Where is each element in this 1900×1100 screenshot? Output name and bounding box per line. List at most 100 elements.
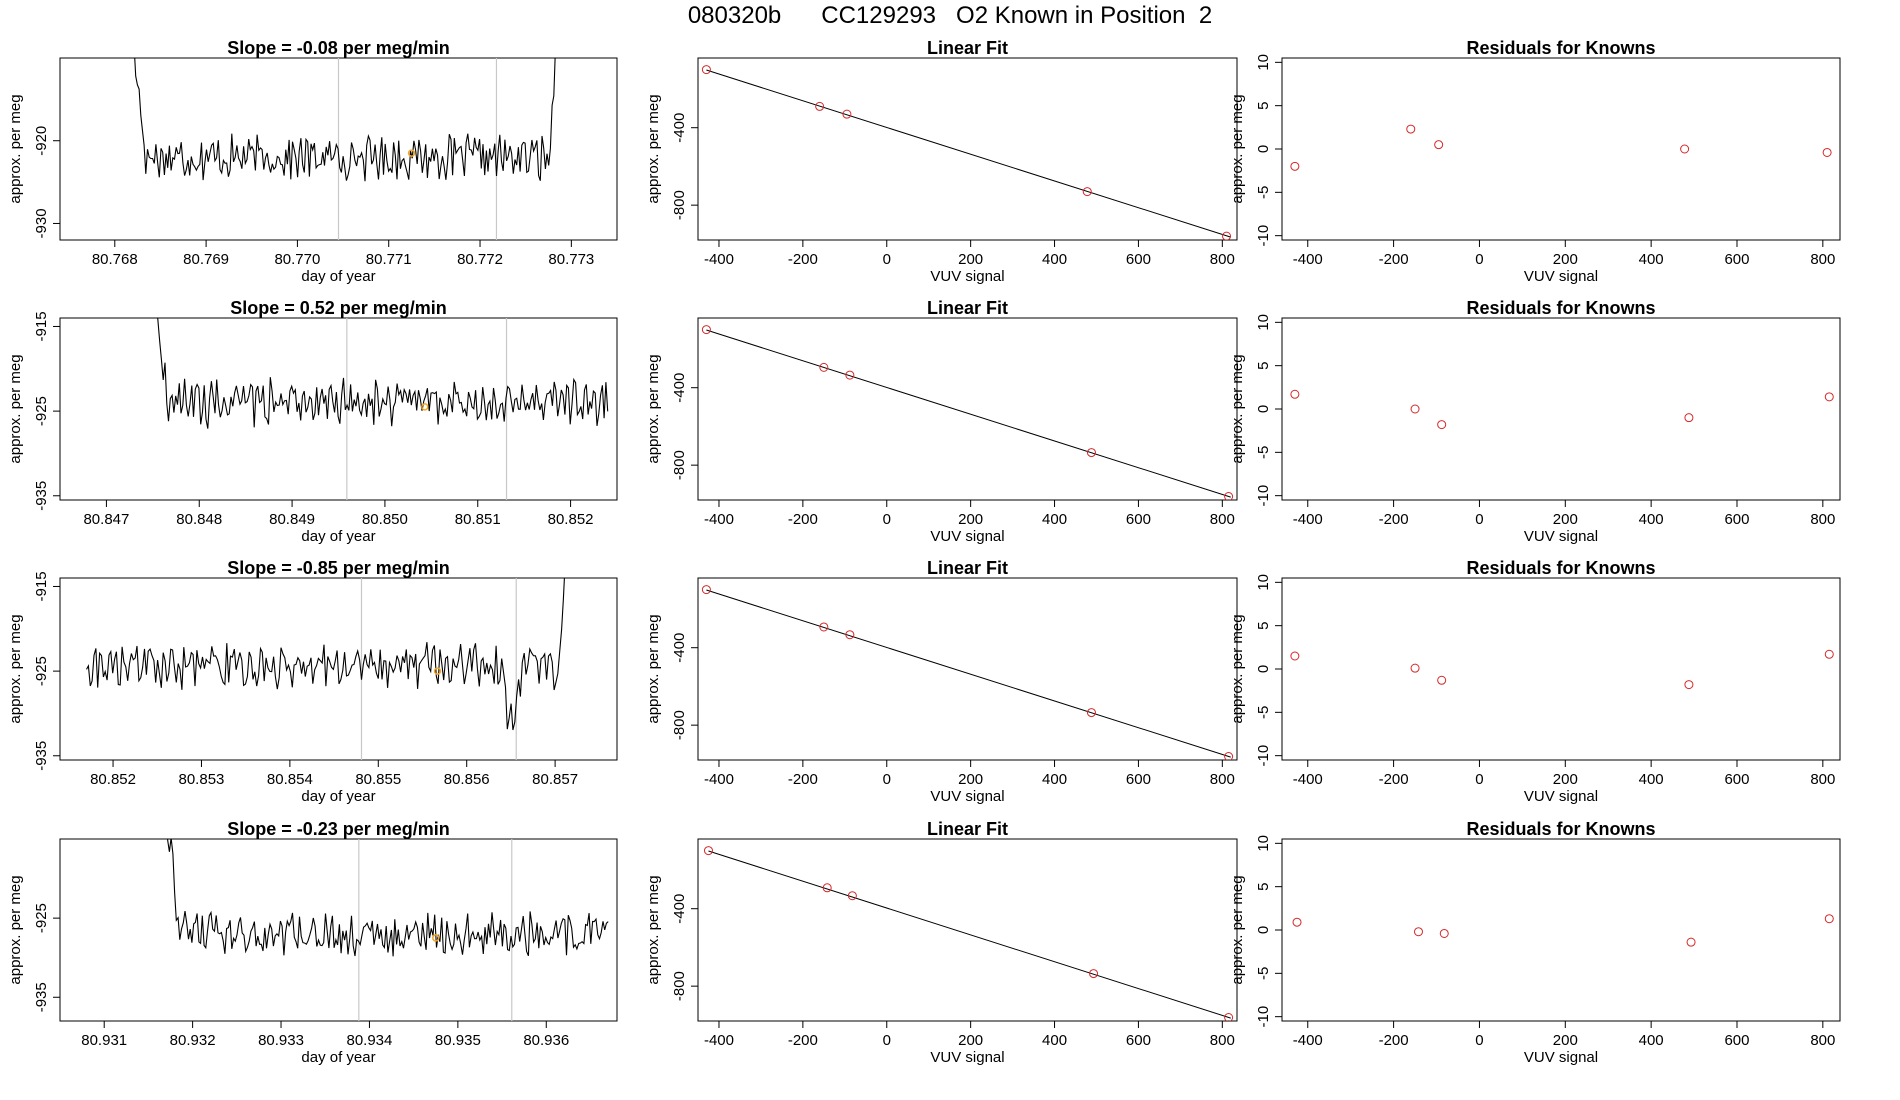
plot-frame [1281, 838, 1841, 1022]
x-tick-label: 200 [1553, 511, 1578, 528]
x-tick-label: 80.849 [269, 511, 315, 528]
x-tick-label: 200 [958, 251, 983, 268]
y-tick-label: -5 [1255, 967, 1272, 980]
data-point [1292, 917, 1302, 927]
y-tick-label: -935 [33, 481, 50, 511]
y-tick-label: 10 [1255, 835, 1272, 852]
y-tick-label: 0 [1255, 665, 1272, 673]
x-tick-label: 800 [1210, 251, 1235, 268]
plot-area [701, 325, 1234, 500]
x-tick-label: 600 [1724, 1032, 1749, 1049]
x-tick-label: 200 [958, 511, 983, 528]
data-point [1437, 420, 1447, 430]
x-axis-label: VUV signal [1524, 788, 1598, 805]
page-title: 080320b CC129293 O2 Known in Position 2 [687, 2, 1213, 29]
plot-area [134, 58, 556, 240]
y-tick-label: -5 [1255, 446, 1272, 459]
data-point [1824, 392, 1834, 402]
x-tick-label: 400 [1639, 1032, 1664, 1049]
x-tick-label: -200 [1379, 771, 1409, 788]
y-axis-label: approx. per meg [645, 875, 662, 984]
x-tick-label: 80.933 [258, 1032, 304, 1049]
panel-title: Linear Fit [927, 298, 1008, 318]
x-tick-label: 200 [1553, 251, 1578, 268]
data-point [847, 891, 857, 901]
highlight-point [433, 667, 442, 675]
plot-area [1292, 914, 1834, 947]
y-axis-label: approx. per meg [7, 875, 24, 984]
data-point [1437, 675, 1447, 685]
data-point [701, 325, 711, 335]
data-point [701, 65, 711, 75]
x-tick-label: 600 [1126, 251, 1151, 268]
panel-time-series-row-1: Slope = -0.08 per meg/min 80.768 80.769 80.… [7, 38, 618, 285]
y-tick-label: -10 [1255, 1006, 1272, 1028]
x-tick-label: 80.856 [444, 771, 490, 788]
panel-time-series-row-2: Slope = 0.52 per meg/min 80.847 80.848 80.8… [7, 298, 618, 545]
panel-title: Slope = -0.23 per meg/min [227, 819, 450, 839]
panel-time-series-row-4: Slope = -0.23 per meg/min 80.931 80.932 80.… [7, 819, 618, 1066]
y-tick-label: 10 [1255, 314, 1272, 331]
plot-frame [59, 317, 618, 501]
x-tick-label: -400 [704, 1032, 734, 1049]
data-point [703, 846, 713, 856]
data-point [819, 362, 829, 372]
x-tick-label: 400 [1042, 511, 1067, 528]
x-tick-label: -200 [1379, 1032, 1409, 1049]
plot-area [701, 65, 1232, 240]
y-tick-label: 5 [1255, 882, 1272, 890]
data-point [1410, 663, 1420, 673]
data-point [1434, 140, 1444, 150]
data-point [822, 883, 832, 893]
y-axis-label: approx. per meg [7, 614, 24, 723]
y-tick-label: -930 [33, 208, 50, 238]
y-tick-label: 0 [1255, 405, 1272, 413]
plot-area [1290, 649, 1834, 690]
x-tick-label: 600 [1724, 251, 1749, 268]
x-axis-label: day of year [301, 268, 375, 285]
x-tick-label: 80.771 [366, 251, 412, 268]
x-tick-label: -400 [1293, 771, 1323, 788]
y-tick-label: -800 [671, 450, 688, 480]
y-tick-label: -800 [671, 971, 688, 1001]
y-tick-label: -400 [671, 894, 688, 924]
data-point [819, 622, 829, 632]
plot-frame [1281, 577, 1841, 761]
y-tick-label: -925 [33, 656, 50, 686]
x-tick-label: 80.848 [176, 511, 222, 528]
data-point [845, 370, 855, 380]
x-tick-label: 80.850 [362, 511, 408, 528]
x-tick-label: 80.769 [183, 251, 229, 268]
panel-residuals-row-2: Residuals for Knowns -400 -200 0 200 400 600 80… [1229, 298, 1841, 545]
highlight-point [432, 934, 440, 942]
plot-frame [697, 57, 1238, 241]
plot-frame [697, 317, 1238, 501]
x-tick-label: 600 [1724, 511, 1749, 528]
x-tick-label: 200 [1553, 1032, 1578, 1049]
y-tick-label: -915 [33, 571, 50, 601]
x-tick-label: 400 [1639, 511, 1664, 528]
y-tick-label: -800 [671, 190, 688, 220]
panel-title: Linear Fit [927, 558, 1008, 578]
panel-linear-fit-row-2: Linear Fit -400 -200 0 200 400 600 800 VUV signa… [645, 298, 1238, 545]
x-axis-label: VUV signal [1524, 528, 1598, 545]
panel-title: Linear Fit [927, 38, 1008, 58]
x-tick-label: 400 [1042, 251, 1067, 268]
y-tick-label: -10 [1255, 745, 1272, 767]
x-axis-label: day of year [301, 1049, 375, 1066]
x-tick-label: 0 [883, 771, 891, 788]
x-tick-label: 400 [1639, 771, 1664, 788]
signal-trace [86, 578, 565, 731]
y-tick-label: -400 [671, 633, 688, 663]
data-point [1680, 144, 1690, 154]
y-axis-label: approx. per meg [645, 94, 662, 203]
plot-frame [1281, 57, 1841, 241]
x-tick-label: 0 [883, 511, 891, 528]
y-tick-label: -920 [33, 126, 50, 156]
x-tick-label: 80.932 [170, 1032, 216, 1049]
x-tick-label: 80.773 [548, 251, 594, 268]
x-tick-label: -400 [704, 771, 734, 788]
panel-time-series-row-3: Slope = -0.85 per meg/min 80.852 80.853 80.… [7, 558, 618, 805]
x-tick-label: 0 [883, 251, 891, 268]
